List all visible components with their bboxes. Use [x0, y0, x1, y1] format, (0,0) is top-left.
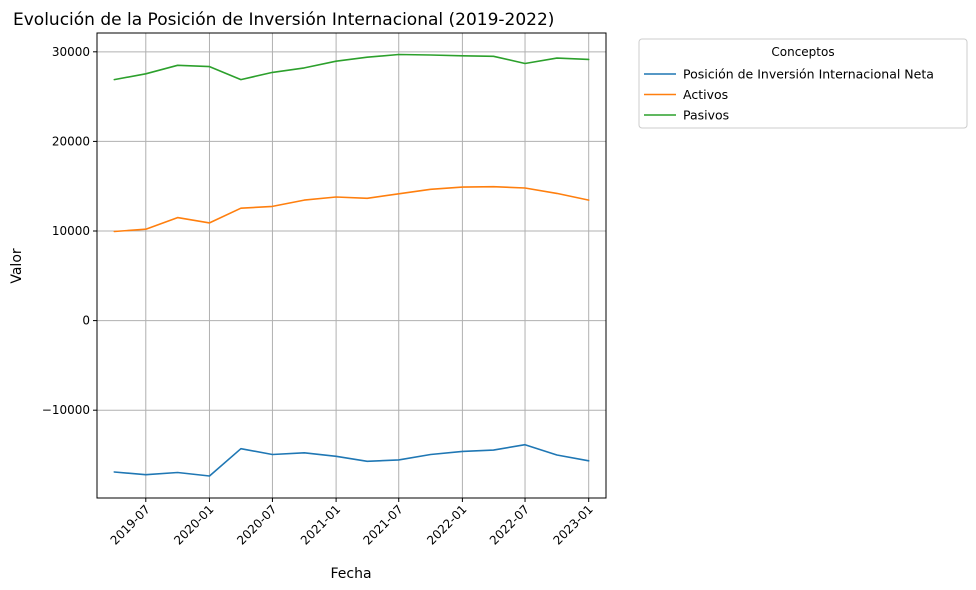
x-tick-label: 2020-07 [234, 502, 279, 547]
y-tick-label: 30000 [52, 45, 90, 59]
legend-label-1: Posición de Inversión Internacional Neta [683, 67, 934, 82]
x-axis-label: Fecha [330, 566, 371, 582]
y-axis-ticks: −10000 0 10000 20000 30000 [42, 45, 97, 417]
y-tick-label: 20000 [52, 134, 90, 148]
series-line-1 [113, 443, 590, 477]
legend-frame [638, 38, 968, 129]
series-layer [113, 53, 590, 477]
x-tick-label: 2023-01 [550, 502, 595, 547]
legend: Conceptos Posición de Inversión Internac… [638, 38, 968, 129]
x-tick-label: 2021-01 [298, 502, 343, 547]
x-tick-label: 2021-07 [360, 502, 405, 547]
legend-label-3: Pasivos [683, 108, 729, 123]
series-line-3 [113, 53, 590, 81]
x-tick-label: 2020-01 [171, 502, 216, 547]
y-tick-label: 0 [82, 314, 90, 328]
legend-title: Conceptos [771, 45, 834, 59]
y-tick-label: 10000 [52, 224, 90, 238]
x-tick-label: 2022-01 [424, 502, 469, 547]
grid-layer [97, 33, 606, 498]
x-tick-label: 2019-07 [108, 502, 153, 547]
chart-title: Evolución de la Posición de Inversión In… [13, 10, 554, 30]
x-axis-ticks: 2019-07 2020-01 2020-07 2021-01 2021-07 2022-… [108, 498, 596, 548]
legend-items: Posición de Inversión Internacional Neta… [644, 67, 934, 123]
y-tick-label: −10000 [42, 403, 90, 417]
y-axis-label: Valor [9, 248, 25, 284]
legend-label-2: Activos [683, 87, 728, 102]
series-line-2 [113, 185, 590, 233]
x-tick-label: 2022-07 [487, 502, 532, 547]
plot-area-frame [96, 32, 607, 499]
